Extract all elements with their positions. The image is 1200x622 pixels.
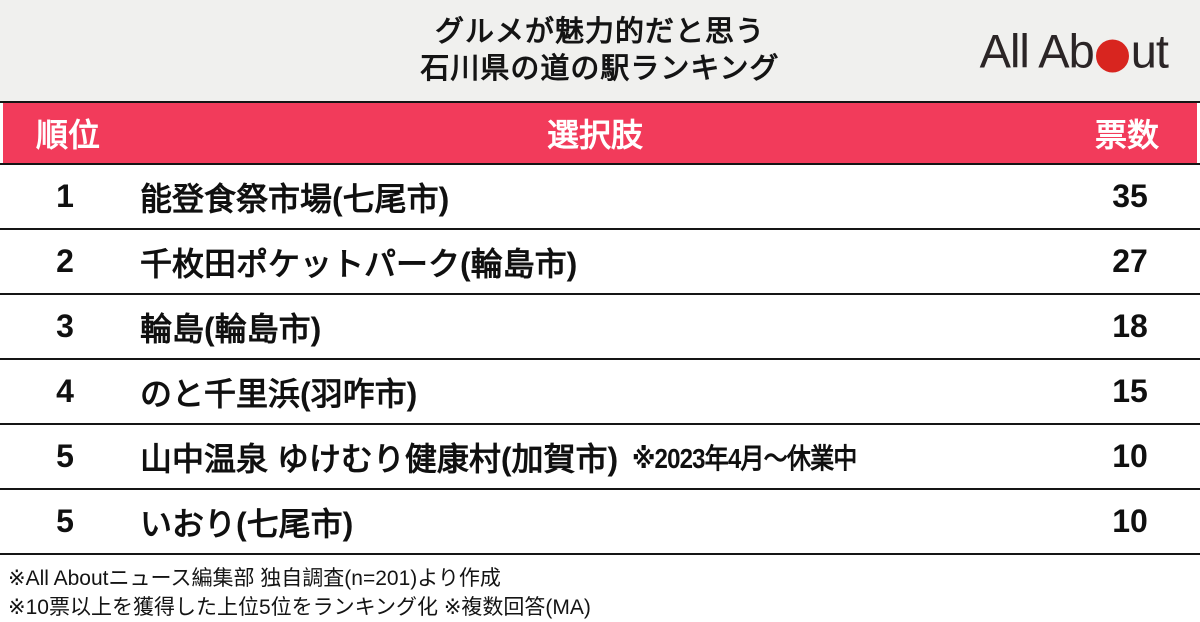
choice-name: 能登食祭市場(七尾市) bbox=[140, 180, 450, 217]
rank-cell: 4 bbox=[56, 373, 74, 409]
choice-cell: 能登食祭市場(七尾市) bbox=[130, 174, 1060, 220]
votes-cell: 18 bbox=[1112, 308, 1148, 344]
choice-name: のと千里浜(羽咋市) bbox=[140, 375, 418, 412]
votes-cell: 10 bbox=[1112, 503, 1148, 539]
choice-cell: いおり(七尾市) bbox=[130, 499, 1060, 545]
rank-cell: 2 bbox=[56, 243, 74, 279]
header-choice: 選択肢 bbox=[546, 117, 643, 153]
choice-cell: 山中温泉 ゆけむり健康村(加賀市) ※2023年4月〜休業中 bbox=[130, 434, 1060, 480]
table-body: 1 能登食祭市場(七尾市) 35 2 千枚田ポケットパーク(輪島市) 27 3 … bbox=[0, 165, 1200, 555]
table-header-row: 順位 選択肢 票数 bbox=[3, 103, 1197, 163]
votes-cell: 10 bbox=[1112, 438, 1148, 474]
logo-red-dot-icon bbox=[1095, 39, 1129, 72]
choice-cell: のと千里浜(羽咋市) bbox=[130, 369, 1060, 415]
choice-note: ※2023年4月〜休業中 bbox=[632, 442, 857, 474]
title-bar: グルメが魅力的だと思う 石川県の道の駅ランキング All Ab ut bbox=[0, 0, 1200, 101]
table-row: 4 のと千里浜(羽咋市) 15 bbox=[0, 360, 1200, 425]
table-row: 3 輪島(輪島市) 18 bbox=[0, 295, 1200, 360]
table-row: 1 能登食祭市場(七尾市) 35 bbox=[0, 165, 1200, 230]
page-title: グルメが魅力的だと思う 石川県の道の駅ランキング bbox=[420, 14, 779, 88]
page-title-line1: グルメが魅力的だと思う bbox=[434, 15, 765, 48]
rank-cell: 3 bbox=[56, 308, 74, 344]
table-row: 5 山中温泉 ゆけむり健康村(加賀市) ※2023年4月〜休業中 10 bbox=[0, 425, 1200, 490]
footnote-line1: ※All Aboutニュース編集部 独自調査(n=201)より作成 bbox=[8, 567, 501, 590]
header-rank: 順位 bbox=[35, 117, 100, 153]
votes-cell: 27 bbox=[1112, 243, 1148, 279]
choice-name: 輪島(輪島市) bbox=[140, 310, 322, 347]
votes-cell: 35 bbox=[1112, 178, 1148, 214]
rank-cell: 1 bbox=[56, 178, 74, 214]
votes-cell: 15 bbox=[1112, 373, 1148, 409]
footnote-line2: ※10票以上を獲得した上位5位をランキング化 ※複数回答(MA) bbox=[8, 596, 591, 619]
choice-name: 千枚田ポケットパーク(輪島市) bbox=[140, 245, 578, 282]
choice-cell: 輪島(輪島市) bbox=[130, 304, 1060, 350]
rank-cell: 5 bbox=[56, 438, 74, 474]
header-votes: 票数 bbox=[1094, 117, 1159, 153]
logo-text-left: All Ab bbox=[979, 24, 1095, 77]
choice-cell: 千枚田ポケットパーク(輪島市) bbox=[130, 239, 1060, 285]
table-row: 5 いおり(七尾市) 10 bbox=[0, 490, 1200, 555]
rank-cell: 5 bbox=[56, 503, 74, 539]
choice-name: いおり(七尾市) bbox=[140, 505, 354, 542]
table-header-wrap: 順位 選択肢 票数 bbox=[0, 101, 1200, 165]
logo-text-right: ut bbox=[1130, 24, 1169, 77]
choice-name: 山中温泉 ゆけむり健康村(加賀市) bbox=[140, 440, 619, 477]
table-row: 2 千枚田ポケットパーク(輪島市) 27 bbox=[0, 230, 1200, 295]
page-title-line2: 石川県の道の駅ランキング bbox=[420, 52, 780, 85]
footnotes: ※All Aboutニュース編集部 独自調査(n=201)より作成 ※10票以上… bbox=[0, 555, 1200, 622]
allabout-logo: All Ab ut bbox=[979, 24, 1169, 77]
